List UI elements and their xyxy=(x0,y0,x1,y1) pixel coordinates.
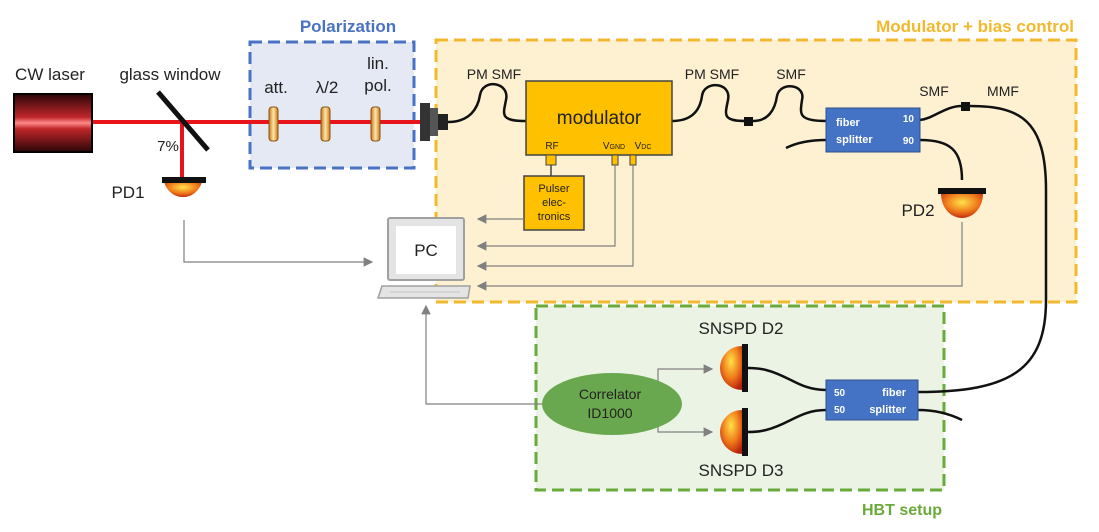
fiber-splitter-2-label-line2: splitter xyxy=(869,404,906,416)
modulator-vdc-port-label: VDC xyxy=(635,141,652,152)
hbt-box-label: HBT setup xyxy=(862,502,942,519)
vdc-signal-line xyxy=(476,165,634,271)
linear-polarizer-label-line2: pol. xyxy=(364,76,391,95)
linear-polarizer-label-line1: lin. xyxy=(367,54,389,73)
smf-fiber-1 xyxy=(752,85,827,123)
fiber-connector-1 xyxy=(744,117,753,126)
fiber-splitter-1 xyxy=(825,107,921,153)
cw-laser xyxy=(13,93,93,153)
pc-label: PC xyxy=(414,241,438,260)
snspd-d3-detector xyxy=(720,408,748,456)
correlator-label-line1: Correlator xyxy=(579,386,642,402)
modulator-bias-box xyxy=(434,38,1078,304)
attenuator-label: att. xyxy=(264,78,288,97)
pulser-label-line1: Pulser xyxy=(538,183,570,195)
fiber-splitter-1-ratio-top: 10 xyxy=(903,114,915,125)
pd2-signal-line xyxy=(476,222,963,291)
pulser-electronics xyxy=(523,175,585,231)
modulator-vgnd-port-label: VGND xyxy=(603,141,625,152)
fiber-splitter-1-label-line1: fiber xyxy=(836,117,861,129)
pd2-label: PD2 xyxy=(901,201,934,220)
pd1-label: PD1 xyxy=(111,183,144,202)
fiber-splitter-1-ratio-bottom: 90 xyxy=(903,136,915,147)
fiber-splitter-1-label-line2: splitter xyxy=(836,134,873,146)
modulator-vgnd-port xyxy=(611,154,619,166)
pulser-label-line2: elec- xyxy=(542,197,566,209)
mmf-fiber xyxy=(917,104,1048,394)
d2-to-correlator-line xyxy=(657,364,714,386)
fiber-splitter-2-label-line1: fiber xyxy=(882,387,907,399)
correlator-label-line2: ID1000 xyxy=(587,405,632,421)
splitter2-to-d2-fiber xyxy=(747,366,827,392)
mmf-label: MMF xyxy=(987,83,1019,99)
modulator xyxy=(525,80,673,156)
fiber-coupler xyxy=(420,103,448,141)
pd1-detector xyxy=(162,177,206,198)
linear-polarizer xyxy=(370,106,381,142)
attenuator xyxy=(268,106,279,142)
splitter1-to-pd2-fiber xyxy=(919,138,964,181)
snspd-d2-detector xyxy=(720,344,748,392)
pulser-label-line3: tronics xyxy=(538,211,571,223)
snspd-d3-label: SNSPD D3 xyxy=(698,461,783,480)
pc-computer xyxy=(376,217,471,299)
polarization-box xyxy=(248,40,416,170)
pd1-signal-line xyxy=(183,220,374,267)
pm-smf-label-1: PM SMF xyxy=(467,66,521,82)
fiber-splitter-2-ratio-bottom: 50 xyxy=(834,405,846,416)
splitter2-output-unused xyxy=(917,408,963,422)
fiber-splitter-2-ratio-top: 50 xyxy=(834,388,846,399)
half-wave-plate-label: λ/2 xyxy=(316,78,339,97)
modulator-rf-port xyxy=(545,154,557,166)
smf-label-1: SMF xyxy=(776,66,806,82)
pm-smf-label-2: PM SMF xyxy=(685,66,739,82)
modulator-rf-port-label: RF xyxy=(545,141,558,152)
cw-laser-label: CW laser xyxy=(15,65,85,84)
correlator xyxy=(542,373,682,435)
pm-smf-fiber-2 xyxy=(671,84,747,123)
vgnd-signal-line xyxy=(476,165,616,251)
glass-window xyxy=(156,90,210,152)
reflection-percentage: 7% xyxy=(157,138,179,155)
modulator-vdc-port xyxy=(629,154,637,166)
smf-fiber-2 xyxy=(919,104,963,122)
fiber-connector-2 xyxy=(961,102,970,111)
splitter2-to-d3-fiber xyxy=(747,408,827,434)
fiber-splitter-2 xyxy=(825,379,919,421)
modulator-label: modulator xyxy=(557,108,642,129)
modulator-bias-box-label: Modulator + bias control xyxy=(876,17,1074,36)
pd2-detector xyxy=(938,188,986,218)
half-wave-plate xyxy=(320,106,331,142)
splitter1-input-unused xyxy=(785,138,827,150)
correlator-to-pc-line xyxy=(421,304,544,405)
pm-smf-fiber-1 xyxy=(447,83,527,124)
polarization-box-label: Polarization xyxy=(300,17,396,36)
glass-window-label: glass window xyxy=(119,65,221,84)
smf-label-2: SMF xyxy=(919,83,949,99)
snspd-d2-label: SNSPD D2 xyxy=(698,319,783,338)
